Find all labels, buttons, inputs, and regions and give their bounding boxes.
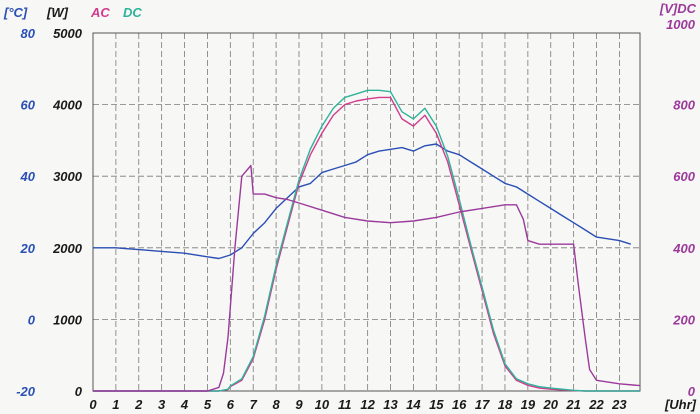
unit-label-time: [Uhr] — [664, 397, 697, 412]
plot-frame — [92, 32, 641, 392]
x-tick-label: 23 — [611, 397, 627, 412]
y-power-tick-label: 3000 — [53, 169, 83, 184]
y-temp-tick-label: 40 — [20, 169, 36, 184]
chart-grid — [93, 33, 640, 391]
chart-series — [93, 89, 641, 392]
x-tick-label: 1 — [112, 397, 119, 412]
x-tick-label: 22 — [588, 397, 604, 412]
series-line-dc_power — [93, 89, 640, 392]
y-power-tick-label: 2000 — [52, 241, 83, 256]
x-tick-label: 17 — [475, 397, 490, 412]
y-temp-tick-label: 60 — [21, 98, 36, 113]
y-temp-tick-label: 20 — [20, 241, 36, 256]
legend-label-ac: AC — [90, 5, 110, 20]
series-line-temperature — [93, 143, 632, 260]
x-tick-label: 20 — [543, 397, 559, 412]
y-power-tick-label: 5000 — [53, 26, 83, 41]
x-tick-label: 3 — [158, 397, 166, 412]
y-temp-tick-label: 0 — [28, 312, 36, 327]
x-tick-label: 6 — [227, 397, 235, 412]
x-tick-label: 12 — [360, 397, 375, 412]
y-temp-tick-label: 80 — [21, 26, 36, 41]
x-tick-label: 2 — [134, 397, 143, 412]
x-tick-label: 14 — [406, 397, 421, 412]
y-voltage-tick-label: 200 — [672, 312, 695, 327]
y-power-tick-label: 1000 — [53, 312, 83, 327]
y-temp-tick-label: -20 — [16, 384, 36, 399]
x-tick-label: 0 — [89, 397, 97, 412]
x-tick-label: 15 — [429, 397, 444, 412]
legend-label-dc: DC — [123, 5, 142, 20]
x-tick-label: 19 — [521, 397, 536, 412]
series-line-dc_voltage — [93, 164, 641, 392]
chart-units: [°C] [W] [V]DC [Uhr] — [3, 1, 697, 412]
chart-frame — [92, 32, 641, 392]
x-tick-label: 10 — [315, 397, 330, 412]
x-tick-label: 11 — [338, 397, 352, 412]
x-tick-label: 8 — [272, 397, 280, 412]
x-tick-label: 9 — [295, 397, 303, 412]
x-tick-label: 21 — [565, 397, 580, 412]
y-voltage-tick-label: 600 — [673, 169, 695, 184]
unit-label-power: [W] — [46, 5, 69, 20]
x-tick-label: 16 — [452, 397, 467, 412]
x-tick-label: 7 — [250, 397, 258, 412]
chart-legend: AC DC — [90, 5, 142, 20]
y-voltage-tick-label: 0 — [688, 384, 696, 399]
x-tick-label: 5 — [204, 397, 212, 412]
y-power-tick-label: 4000 — [52, 98, 83, 113]
y-voltage-tick-label: 400 — [672, 241, 695, 256]
unit-label-voltage: [V]DC — [659, 1, 697, 16]
chart-ticks: 0 1 2 3 4 5 6 7 8 9 10 11 12 13 14 15 16 17 18 19 20 21 22 2380… — [16, 17, 696, 412]
unit-label-temperature: [°C] — [3, 5, 28, 20]
y-voltage-tick-label: 800 — [673, 98, 695, 113]
y-voltage-tick-label: 1000 — [666, 17, 696, 32]
x-tick-label: 18 — [498, 397, 513, 412]
y-power-tick-label: 0 — [75, 384, 83, 399]
x-tick-label: 4 — [180, 397, 189, 412]
x-tick-label: 13 — [383, 397, 398, 412]
